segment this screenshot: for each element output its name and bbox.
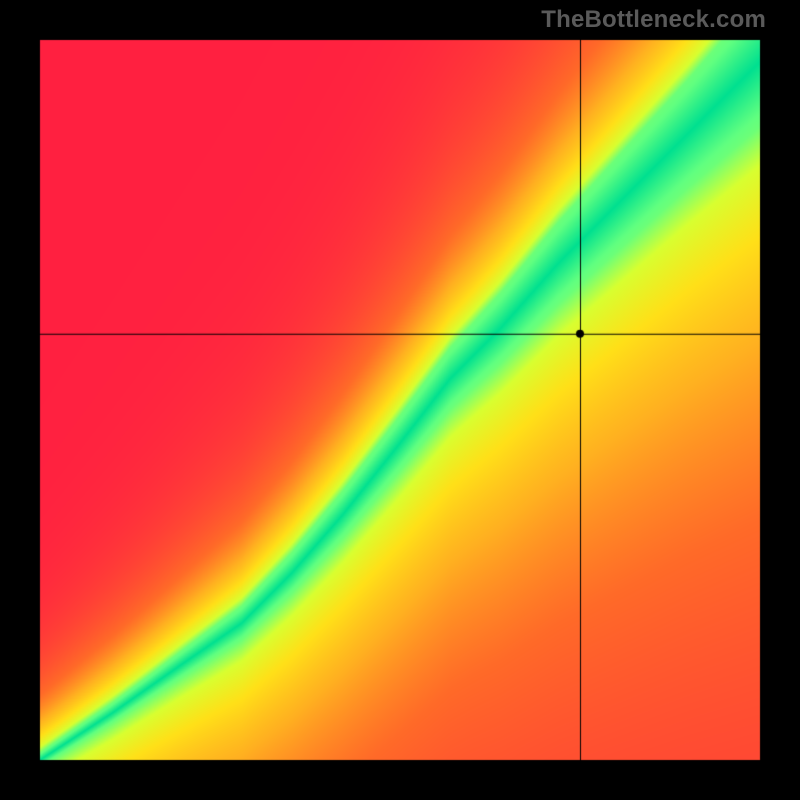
- chart-container: TheBottleneck.com: [0, 0, 800, 800]
- watermark-text: TheBottleneck.com: [541, 6, 766, 34]
- bottleneck-heatmap: [34, 34, 766, 766]
